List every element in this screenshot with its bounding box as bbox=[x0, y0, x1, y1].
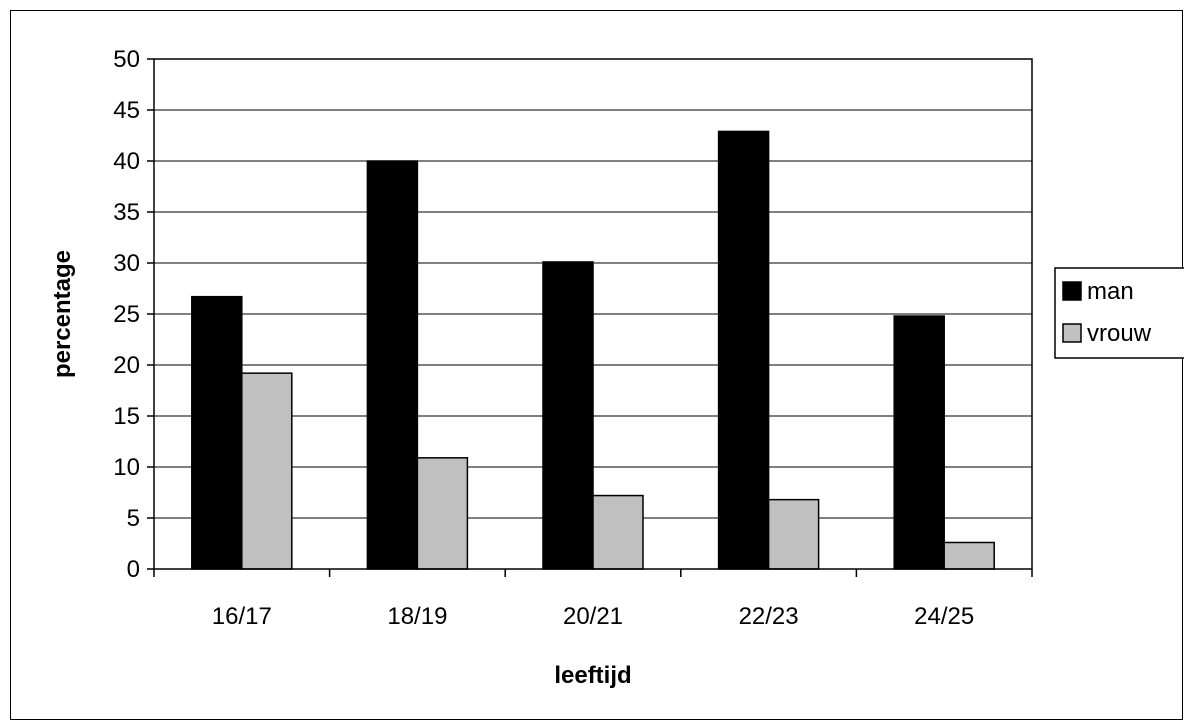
y-tick-label: 40 bbox=[113, 148, 140, 175]
legend: man vrouw bbox=[1054, 267, 1184, 359]
legend-label-vrouw: vrouw bbox=[1087, 320, 1152, 347]
y-tick-label: 35 bbox=[113, 199, 140, 226]
legend-swatch-man bbox=[1062, 281, 1082, 301]
y-tick-label: 5 bbox=[127, 505, 140, 532]
bar-man-22-23 bbox=[717, 130, 770, 570]
y-tick-label: 10 bbox=[113, 454, 140, 481]
bar-vrouw-16-17 bbox=[241, 372, 293, 570]
bar-man-18-19 bbox=[366, 160, 419, 570]
x-tick-label: 18/19 bbox=[387, 603, 447, 630]
y-tick-label: 20 bbox=[113, 352, 140, 379]
bar-vrouw-22-23 bbox=[767, 498, 820, 570]
bars bbox=[191, 130, 995, 570]
legend-label-man: man bbox=[1087, 278, 1134, 305]
bar-vrouw-20-21 bbox=[592, 494, 644, 570]
y-tick-label: 50 bbox=[113, 46, 140, 73]
y-axis-title: percentage bbox=[49, 250, 76, 378]
y-tick-label: 45 bbox=[113, 97, 140, 124]
bar-man-16-17 bbox=[191, 295, 243, 570]
y-tick-label: 0 bbox=[127, 556, 140, 583]
legend-swatch-vrouw bbox=[1062, 323, 1082, 343]
y-tick-label: 15 bbox=[113, 403, 140, 430]
y-axis-ticks: 0 5 10 15 20 25 30 35 40 45 50 bbox=[113, 46, 154, 583]
x-axis-title: leeftijd bbox=[554, 662, 631, 689]
x-tick-label: 24/25 bbox=[914, 603, 974, 630]
bar-vrouw-24-25 bbox=[943, 541, 995, 570]
bar-vrouw-18-19 bbox=[416, 457, 469, 570]
bar-man-24-25 bbox=[893, 315, 945, 570]
bar-man-20-21 bbox=[542, 261, 594, 570]
x-tick-label: 22/23 bbox=[739, 603, 799, 630]
x-tick-label: 16/17 bbox=[212, 603, 272, 630]
x-axis-ticks: 16/17 18/19 20/21 22/23 24/25 bbox=[153, 569, 1033, 630]
y-tick-label: 30 bbox=[113, 250, 140, 277]
y-tick-label: 25 bbox=[113, 301, 140, 328]
x-tick-label: 20/21 bbox=[563, 603, 623, 630]
